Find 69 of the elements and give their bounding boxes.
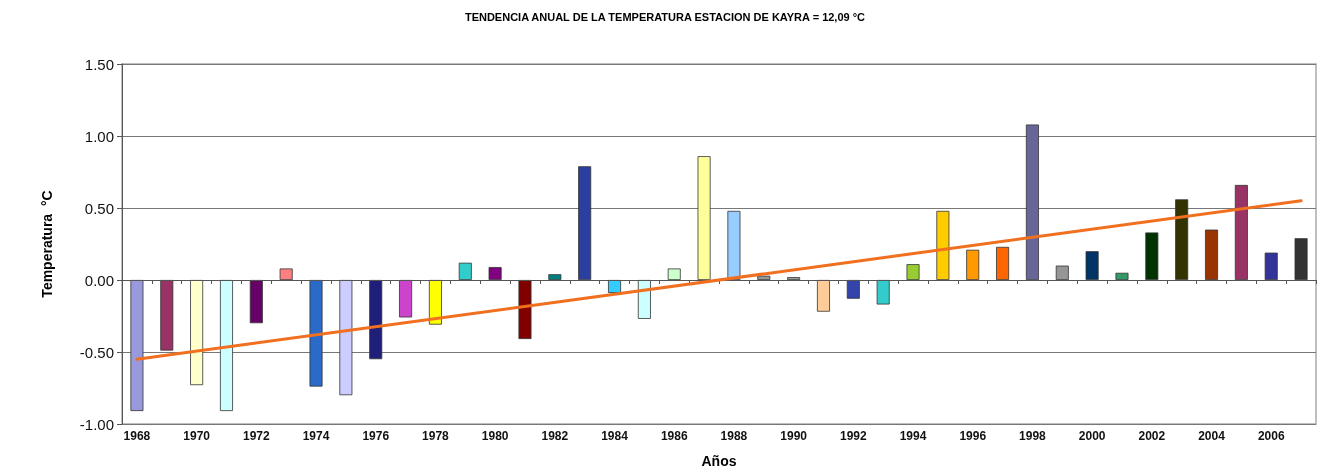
bar — [428, 280, 442, 325]
x-tick-label: 1992 — [839, 429, 867, 443]
bar — [578, 166, 592, 280]
bar — [757, 275, 771, 280]
bar — [279, 268, 293, 280]
bar — [1234, 184, 1248, 280]
bar — [1205, 229, 1219, 280]
x-tick-label: 1998 — [1019, 429, 1047, 443]
bar — [996, 246, 1010, 280]
y-tick-label: -0.50 — [79, 343, 114, 361]
x-tick-label: 1982 — [541, 429, 569, 443]
bar — [1085, 251, 1099, 280]
bar — [1264, 252, 1278, 280]
y-axis-title: Temperatura °C — [39, 190, 55, 298]
x-tick-label: 1996 — [959, 429, 987, 443]
bar — [966, 249, 980, 280]
y-tick-label: -1.00 — [79, 415, 114, 433]
y-tick-label: 1.50 — [84, 55, 114, 73]
bar — [190, 280, 204, 386]
x-axis-title: Años — [701, 453, 737, 469]
bar — [697, 156, 711, 280]
x-tick-label: 1988 — [720, 429, 748, 443]
bar — [906, 264, 920, 280]
bar — [1025, 124, 1039, 280]
chart-title: TENDENCIA ANUAL DE LA TEMPERATURA ESTACION DE KAYRA = 12,09 °C — [464, 10, 866, 23]
bar — [1175, 199, 1189, 280]
bar — [1294, 238, 1308, 280]
x-tick-label: 2004 — [1198, 429, 1226, 443]
bar — [1055, 265, 1069, 280]
x-tick-label: 2006 — [1257, 429, 1285, 443]
bar — [458, 262, 472, 280]
bar — [876, 280, 890, 305]
x-tick-label: 2002 — [1138, 429, 1166, 443]
bar — [369, 280, 383, 360]
x-tick-label: 1974 — [302, 429, 330, 443]
bar — [667, 268, 681, 280]
bar — [339, 280, 353, 396]
x-tick-label: 1968 — [123, 429, 151, 443]
bar — [816, 280, 830, 312]
x-tick-label: 1986 — [660, 429, 688, 443]
x-tick-label: 1976 — [362, 429, 390, 443]
bar — [846, 280, 860, 299]
x-tick-label: 1978 — [422, 429, 450, 443]
bar — [488, 267, 502, 280]
x-tick-label: 1970 — [183, 429, 211, 443]
x-tick-label: 1990 — [780, 429, 808, 443]
x-tick-label: 1980 — [481, 429, 509, 443]
bar — [637, 280, 651, 319]
bar — [936, 210, 950, 280]
x-tick-label: 2000 — [1078, 429, 1106, 443]
bar — [1115, 272, 1129, 280]
x-tick-label: 1972 — [242, 429, 270, 443]
bar — [399, 280, 413, 318]
bar — [249, 280, 263, 324]
bar — [548, 274, 562, 280]
y-tick-label: 0.50 — [84, 199, 114, 217]
bar — [130, 280, 144, 412]
bar — [787, 277, 801, 280]
bar — [518, 280, 532, 340]
bar — [309, 280, 323, 387]
y-tick-label: 1.00 — [84, 127, 114, 145]
bar — [160, 280, 174, 351]
x-tick-label: 1994 — [899, 429, 927, 443]
y-tick-label: 0.00 — [84, 271, 114, 289]
x-tick-label: 1984 — [601, 429, 629, 443]
bar — [727, 210, 741, 280]
bar — [1145, 232, 1159, 280]
bar — [608, 280, 622, 293]
bar — [219, 280, 233, 412]
